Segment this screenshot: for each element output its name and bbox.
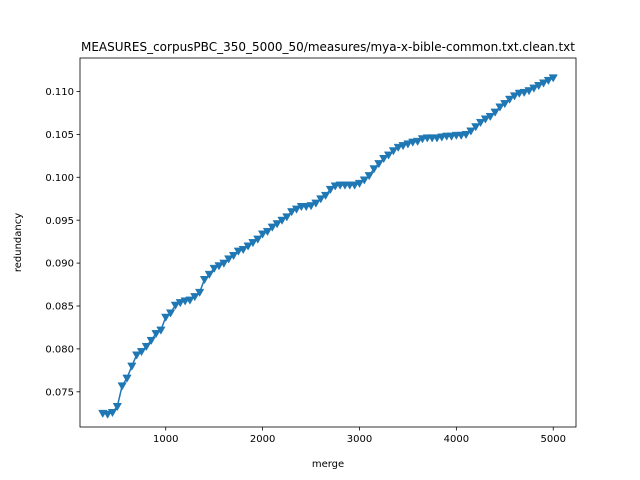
chart-title: MEASURES_corpusPBC_350_5000_50/measures/…	[81, 40, 575, 54]
data-point-marker	[398, 142, 408, 151]
data-point-marker	[161, 313, 171, 322]
y-axis: 0.075 0.080 0.085 0.090 0.095 0.100 0.105 0.110	[45, 87, 80, 398]
data-point-marker	[146, 336, 156, 346]
y-tick-label: 0.080	[45, 345, 74, 356]
data-point-marker	[204, 270, 214, 279]
y-tick-label: 0.095	[45, 216, 74, 227]
data-point-marker	[122, 374, 132, 383]
data-point-marker	[199, 276, 210, 285]
data-point-marker	[403, 140, 413, 149]
data-point-marker	[127, 362, 137, 371]
data-point-marker	[505, 95, 515, 104]
data-point-marker	[364, 172, 374, 181]
data-point-marker	[219, 259, 229, 268]
data-point-marker	[412, 137, 423, 146]
data-point-marker	[117, 382, 127, 391]
data-point-marker	[471, 123, 481, 132]
data-point-marker	[529, 84, 539, 93]
data-point-marker	[209, 264, 219, 273]
data-point-marker	[190, 293, 200, 302]
data-point-marker	[490, 108, 500, 117]
data-point-marker	[112, 403, 122, 412]
data-point-marker	[287, 208, 297, 217]
data-point-marker	[538, 79, 549, 88]
x-tick-label: 2000	[250, 434, 275, 445]
data-point-marker	[107, 409, 118, 418]
data-point-marker	[495, 103, 505, 112]
data-point-marker	[388, 147, 399, 156]
data-point-marker	[325, 185, 336, 194]
data-point-marker	[461, 130, 471, 140]
data-point-marker	[369, 165, 379, 174]
y-axis-label: redundancy	[13, 213, 24, 272]
data-point-marker	[165, 309, 176, 318]
data-point-marker	[316, 195, 326, 204]
data-point-marker	[374, 160, 384, 169]
data-point-marker	[485, 112, 495, 122]
data-point-marker	[519, 88, 529, 98]
data-point-marker	[141, 342, 151, 352]
y-tick-label: 0.100	[45, 173, 74, 184]
plot-area	[80, 58, 576, 427]
data-point-marker	[214, 262, 224, 271]
data-point-marker	[277, 216, 287, 225]
data-point-marker	[262, 227, 273, 237]
x-tick-label: 5000	[541, 434, 566, 445]
y-tick-label: 0.110	[45, 87, 74, 98]
x-tick-label: 3000	[347, 434, 372, 445]
data-point-marker	[475, 118, 486, 128]
data-point-marker	[350, 181, 360, 190]
data-point-marker	[500, 100, 510, 109]
data-point-marker	[480, 115, 491, 124]
data-point-marker	[170, 301, 181, 310]
data-point-marker	[311, 199, 321, 208]
data-point-marker	[151, 330, 161, 339]
data-point-marker	[228, 251, 239, 261]
data-point-marker	[306, 202, 316, 211]
data-point-marker	[509, 92, 520, 101]
data-point-marker	[233, 247, 244, 256]
data-point-marker	[466, 127, 476, 136]
data-point-marker	[379, 155, 389, 164]
data-point-marker	[320, 191, 331, 201]
x-tick-label: 1000	[153, 434, 178, 445]
data-point-marker	[132, 351, 142, 360]
data-point-marker	[383, 151, 394, 160]
data-point-marker	[224, 255, 234, 264]
data-point-marker	[359, 176, 369, 185]
data-point-marker	[393, 143, 403, 152]
data-point-marker	[102, 410, 113, 419]
data-point-marker	[136, 348, 147, 357]
y-tick-label: 0.075	[45, 387, 74, 398]
axes-frame	[79, 57, 577, 428]
data-point-marker	[238, 245, 248, 255]
data-point-marker	[243, 242, 253, 251]
data-point-marker	[524, 87, 534, 96]
data-point-marker	[534, 82, 544, 91]
x-axis: 1000 2000 3000 4000 5000	[153, 427, 566, 445]
y-tick-label: 0.085	[45, 302, 74, 313]
data-point-marker	[175, 299, 185, 308]
data-point-marker	[291, 205, 302, 214]
data-point-marker	[257, 230, 268, 239]
data-point-marker	[354, 179, 365, 188]
y-tick-label: 0.105	[45, 130, 74, 141]
x-tick-label: 4000	[444, 434, 469, 445]
series-layer	[98, 74, 558, 419]
data-point-marker	[195, 288, 205, 297]
data-point-marker	[267, 223, 277, 232]
x-axis-label: merge	[312, 459, 344, 470]
data-point-marker	[543, 76, 554, 86]
data-point-marker	[248, 239, 258, 248]
data-point-marker	[272, 220, 282, 229]
data-point-marker	[185, 296, 195, 305]
axes-background	[80, 58, 576, 427]
data-point-marker	[282, 213, 292, 222]
y-tick-label: 0.090	[45, 259, 74, 270]
data-point-marker	[548, 74, 558, 83]
data-point-marker	[156, 326, 166, 335]
data-point-marker	[253, 235, 263, 244]
